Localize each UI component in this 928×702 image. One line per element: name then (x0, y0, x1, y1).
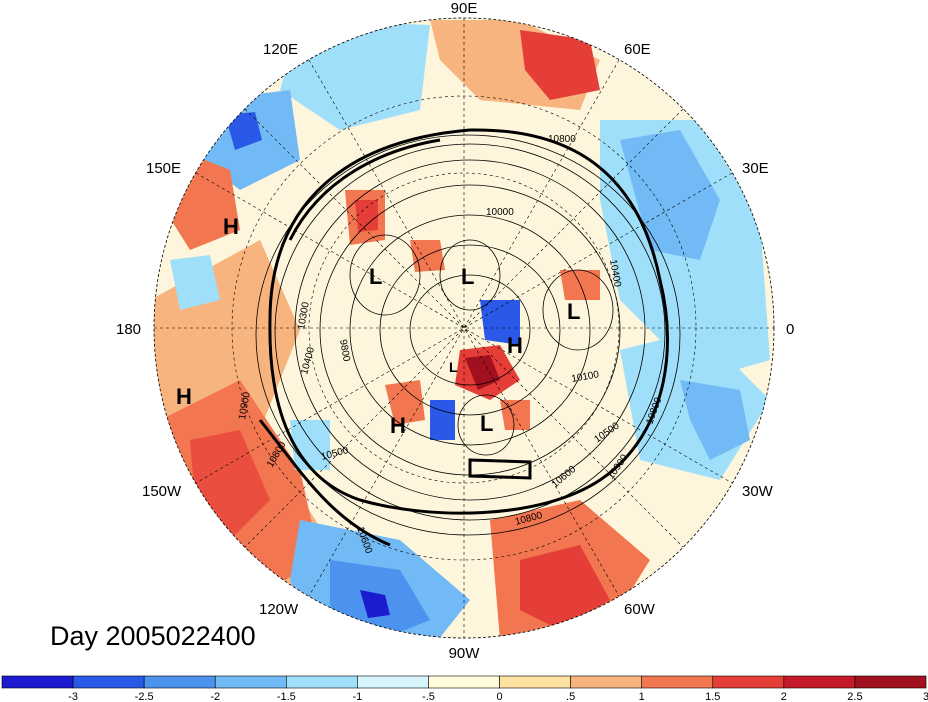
contour-label: 9800 (337, 339, 352, 363)
colorbar-swatch (72, 675, 145, 689)
map-disk (154, 18, 774, 638)
longitude-label: 120W (259, 601, 299, 618)
longitude-label: 150W (142, 483, 182, 500)
longitude-labels: 90E 60E 30E 0 30W 60W 90W 120W 150W 180 … (116, 0, 794, 662)
high-center-label: H (507, 333, 523, 358)
colorbar-tick-label: -2.5 (135, 691, 154, 702)
colorbar-swatch (286, 675, 358, 689)
colorbar-swatch (712, 675, 785, 689)
colorbar-swatch (783, 675, 856, 689)
low-center-label: L (567, 299, 580, 324)
colorbar-tick-label: 0 (496, 691, 502, 702)
contour-label: 10000 (486, 207, 514, 218)
colorbar-swatch (143, 675, 216, 689)
high-center-label: H (223, 214, 239, 239)
figure-title: Day 2005022400 (50, 621, 256, 651)
high-center-label: H (390, 413, 406, 438)
contour-label: 10100 (571, 369, 601, 385)
contour-label: 10400 (607, 259, 623, 289)
colorbar-tick-label: .5 (566, 691, 575, 702)
contour-label: 10900 (237, 391, 253, 421)
colorbar-tick-label: -1 (352, 691, 362, 702)
colorbar-swatch (1, 675, 74, 689)
colorbar-tick-label: -.5 (422, 691, 435, 702)
longitude-label: 0 (786, 321, 794, 338)
map-boundary (153, 17, 775, 639)
low-center-label: L (461, 264, 474, 289)
longitude-label: 90E (451, 0, 478, 17)
colorbar-tick-label: -2 (210, 691, 220, 702)
height-contours (255, 134, 681, 536)
longitude-label: 30E (742, 160, 769, 177)
longitude-label: 60W (624, 601, 656, 618)
low-center-label: L (449, 359, 458, 375)
low-center-label: L (369, 264, 382, 289)
longitude-label: 180 (116, 321, 141, 338)
pressure-centers: H H L L L H L H L (176, 214, 580, 438)
longitude-label: 60E (624, 41, 651, 58)
colorbar-swatch (854, 675, 927, 689)
colorbar-tick-label: 2.5 (847, 691, 862, 702)
longitude-label: 150E (146, 160, 181, 177)
colorbar-tick-label: -3 (68, 691, 78, 702)
contour-label: 10300 (296, 301, 312, 331)
colorbar-swatch (641, 675, 714, 689)
colorbar-swatch (214, 675, 287, 689)
colorbar-tick-label: 2 (781, 691, 787, 702)
low-center-label: L (480, 411, 493, 436)
colorbar-swatch (428, 675, 500, 689)
colorbar-swatch (357, 675, 429, 689)
high-center-label: H (176, 384, 192, 409)
colorbar-tick-label: -1.5 (277, 691, 296, 702)
colorbar: -3 -2.5 -2 -1.5 -1 -.5 0 .5 1 1.5 2 2.5 3 (1, 675, 928, 702)
contour-label: 10800 (548, 134, 576, 145)
colorbar-tick-label: 3 (923, 691, 928, 702)
longitude-label: 30W (742, 483, 774, 500)
colorbar-tick-label: 1.5 (705, 691, 720, 702)
colorbar-swatch (499, 675, 571, 689)
colorbar-tick-label: 1 (639, 691, 645, 702)
colorbar-swatch (570, 675, 642, 689)
graticule (154, 18, 774, 638)
longitude-label: 120E (263, 41, 298, 58)
longitude-label: 90W (449, 645, 481, 662)
